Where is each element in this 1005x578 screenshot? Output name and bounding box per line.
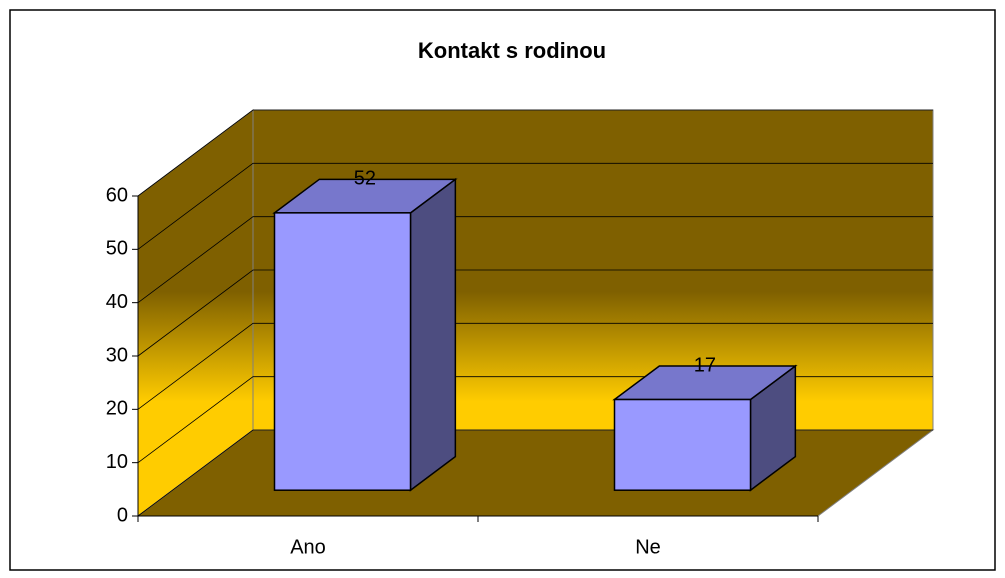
grid-line <box>137 162 933 250</box>
y-tick-label: 40 <box>106 291 128 313</box>
value-label: 52 <box>354 168 376 190</box>
y-tick-label: 50 <box>106 238 128 260</box>
plot-area: 0 10 20 30 40 50 60 Ano 52 Ne 17 <box>106 109 935 558</box>
grid-line <box>137 322 933 410</box>
bar-side <box>409 177 457 492</box>
grid-line <box>137 216 933 303</box>
value-label: 17 <box>694 354 716 376</box>
x-tick-label: Ano <box>290 536 326 558</box>
bar <box>273 212 412 491</box>
y-tick-label: 30 <box>106 344 128 366</box>
y-tick-label: 10 <box>106 451 128 473</box>
grid-line <box>137 269 933 357</box>
floor <box>136 429 935 517</box>
grid-line <box>137 109 933 197</box>
chart-title: Kontakt s rodinou <box>418 38 606 63</box>
y-tick-label: 20 <box>106 398 128 420</box>
bar <box>613 398 752 491</box>
y-tick-label: 0 <box>117 504 128 526</box>
y-tick-label: 60 <box>106 184 128 206</box>
x-tick-label: Ne <box>635 536 661 558</box>
